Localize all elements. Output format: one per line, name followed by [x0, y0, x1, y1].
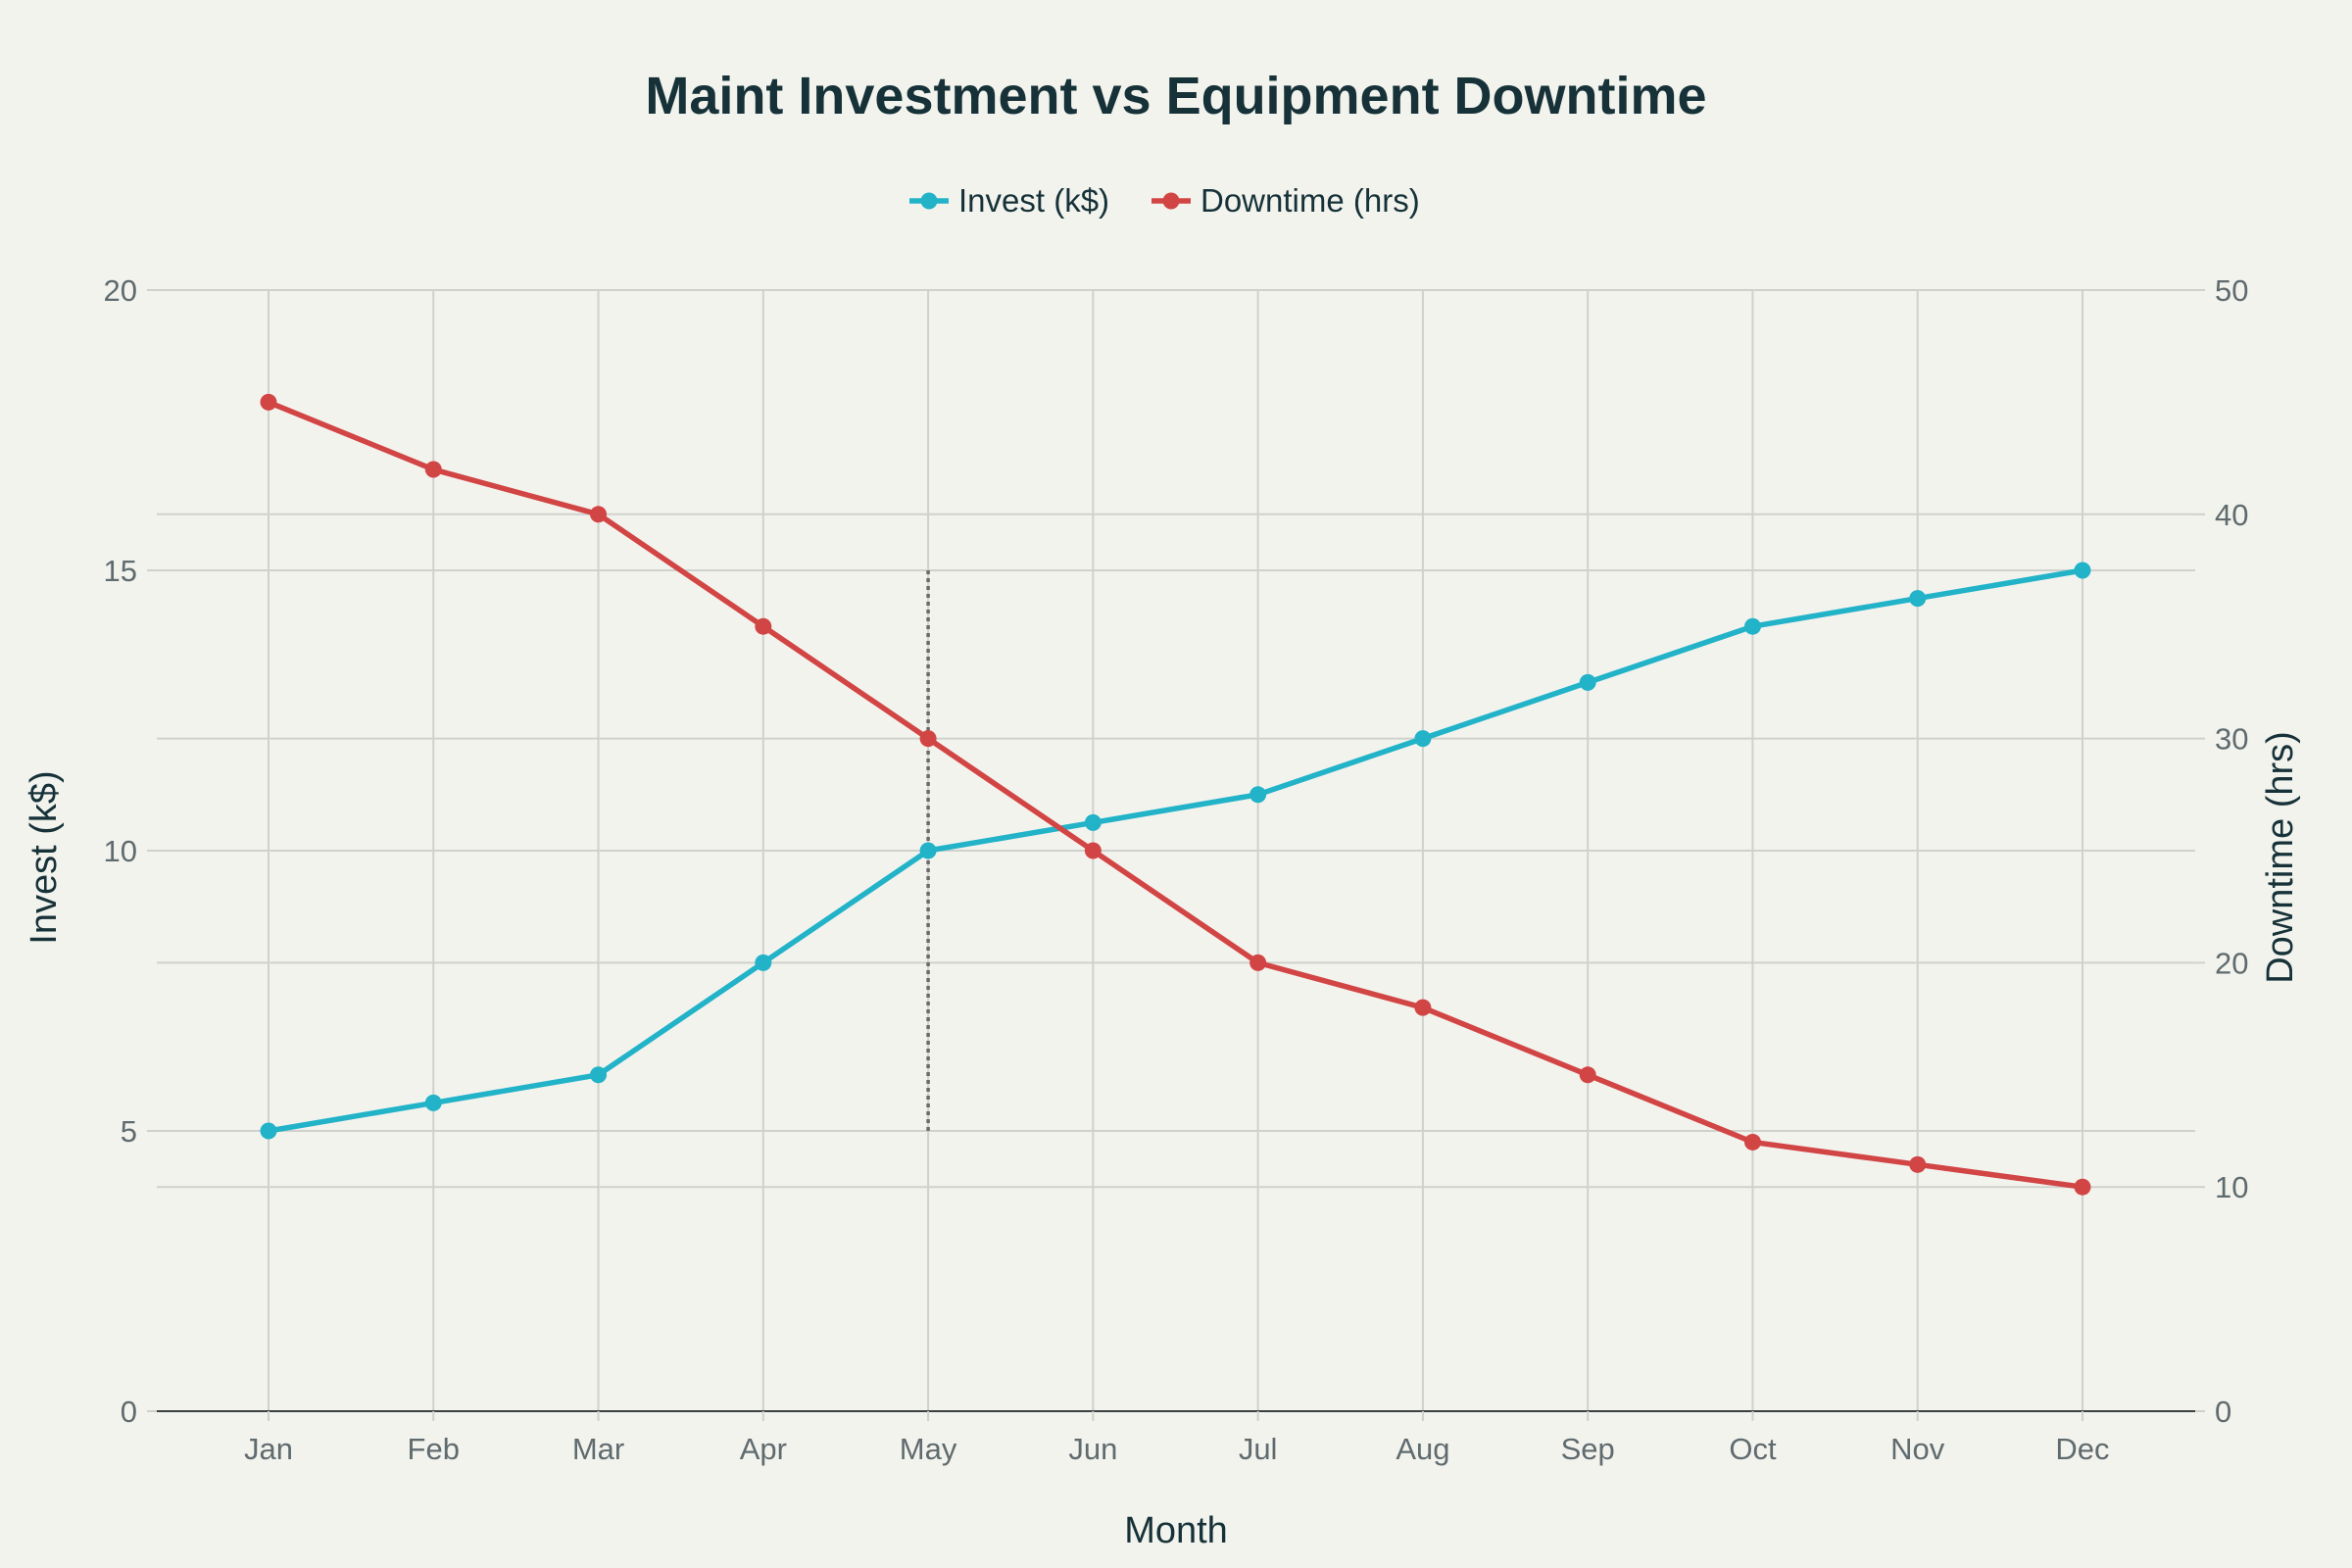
x-tick-label: Jan [244, 1432, 293, 1466]
x-tick-label: Feb [408, 1432, 460, 1466]
series-layer [260, 393, 2091, 1196]
downtime-data-point [2074, 1178, 2091, 1196]
invest-data-point [755, 954, 772, 971]
downtime-data-point [755, 617, 772, 635]
x-tick-label: May [900, 1432, 957, 1466]
downtime-series-line [266, 399, 2085, 1190]
left-y-tick-label: 20 [104, 273, 137, 308]
invest-data-point [260, 1122, 277, 1140]
invest-data-point [1084, 813, 1102, 831]
legend: Invest (k$) Downtime (hrs) [909, 182, 1420, 219]
x-tick-label: Jun [1068, 1432, 1117, 1466]
downtime-data-point [424, 461, 442, 478]
invest-data-point [424, 1094, 442, 1111]
invest-data-point [1743, 617, 1761, 635]
left-y-tick-label: 0 [121, 1395, 137, 1429]
downtime-data-point [1250, 954, 1267, 971]
right-y-tick-label: 50 [2215, 273, 2248, 308]
right-y-tick-label: 20 [2215, 946, 2248, 980]
right-y-tick-label: 10 [2215, 1170, 2248, 1204]
x-axis-title: Month [1124, 1510, 1228, 1551]
right-y-tick-label: 30 [2215, 722, 2248, 757]
x-tick-label: Dec [2055, 1432, 2109, 1466]
invest-data-point [2074, 562, 2091, 579]
x-tick-label: Aug [1396, 1432, 1449, 1466]
right-y-tick-label: 0 [2215, 1395, 2231, 1429]
invest-data-point [919, 842, 937, 859]
legend-invest-label: Invest (k$) [958, 182, 1109, 219]
invest-data-point [1909, 590, 1927, 608]
legend-invest-marker [920, 192, 938, 210]
x-tick-label: Sep [1561, 1432, 1615, 1466]
downtime-data-point [1084, 842, 1102, 859]
x-tick-label: Nov [1890, 1432, 1945, 1466]
downtime-data-point [590, 506, 608, 523]
invest-data-point [590, 1066, 608, 1084]
invest-data-point [1414, 730, 1432, 748]
left-y-tick-label: 5 [121, 1114, 137, 1149]
x-tick-label: Oct [1729, 1432, 1777, 1466]
legend-downtime-label: Downtime (hrs) [1200, 182, 1420, 219]
downtime-data-point [260, 393, 277, 411]
x-tick-label: Apr [740, 1432, 787, 1466]
legend-downtime-marker [1162, 192, 1180, 210]
right-y-axis-title: Downtime (hrs) [2260, 731, 2301, 984]
right-y-tick-label: 40 [2215, 498, 2248, 532]
left-y-tick-label: 10 [104, 834, 137, 868]
downtime-data-point [1743, 1133, 1761, 1151]
chart-title: Maint Investment vs Equipment Downtime [645, 67, 1706, 125]
downtime-data-point [1579, 1066, 1596, 1084]
grid-layer [157, 289, 2195, 1411]
x-tick-label: Jul [1239, 1432, 1278, 1466]
invest-data-point [1250, 786, 1267, 804]
invest-data-point [1579, 673, 1596, 691]
invest-series-line [266, 567, 2085, 1134]
left-y-tick-label: 15 [104, 554, 137, 588]
left-y-axis-title: Invest (k$) [24, 770, 65, 944]
axis-layer: 0 5 10 15 20 0 10 20 30 40 50 Jan Feb Mar Apr May Jun Jul… [104, 273, 2249, 1466]
x-tick-label: Mar [572, 1432, 624, 1466]
downtime-data-point [1909, 1155, 1927, 1173]
downtime-data-point [919, 730, 937, 748]
downtime-data-point [1414, 999, 1432, 1016]
